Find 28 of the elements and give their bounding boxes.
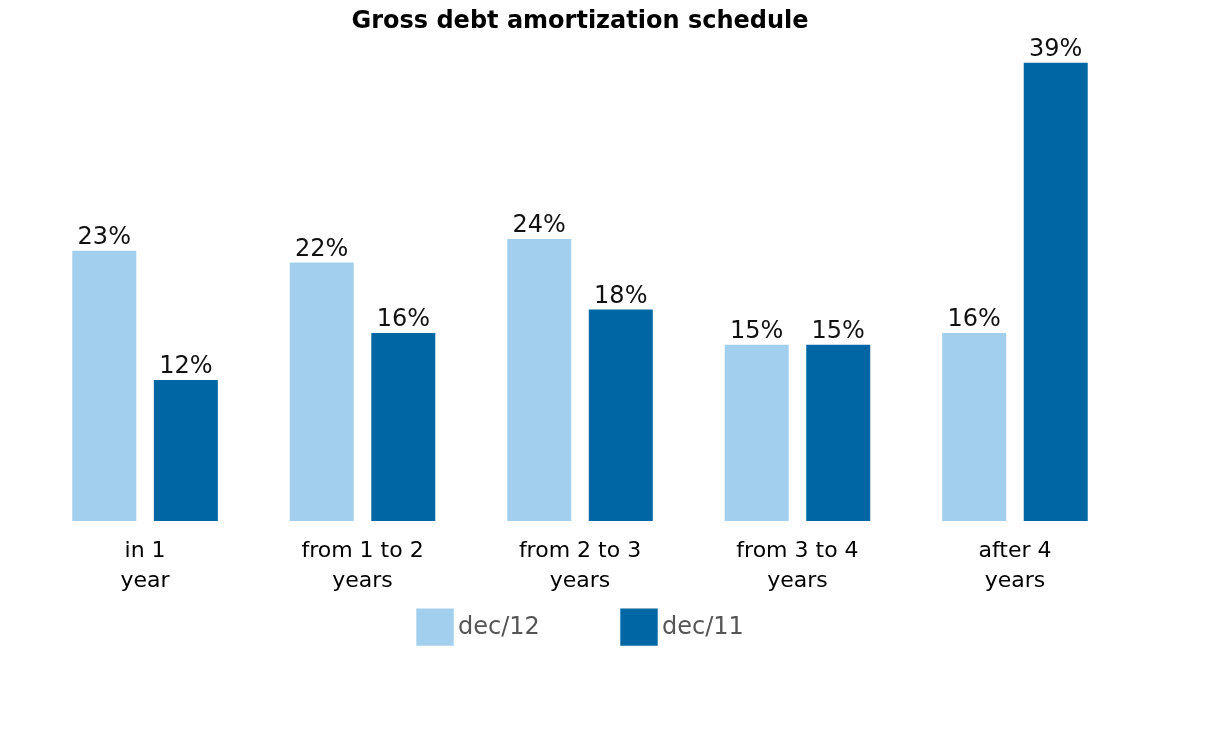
- data-label: 15%: [730, 315, 784, 344]
- data-label: 23%: [77, 221, 131, 250]
- data-label: 12%: [159, 351, 213, 379]
- data-label: 22%: [295, 233, 349, 262]
- bar: [371, 333, 436, 521]
- bar: [1023, 62, 1088, 521]
- data-label: 39%: [1029, 33, 1083, 62]
- x-tick-label: after 4 years: [978, 536, 1052, 592]
- data-label: 24%: [512, 210, 566, 238]
- bar: [588, 309, 653, 521]
- x-tick-label: from 3 to 4 years: [736, 536, 859, 592]
- x-tick-label: from 1 to 2 years: [301, 536, 424, 592]
- x-tick-label: from 2 to 3 years: [518, 536, 642, 592]
- bar: [153, 380, 218, 521]
- x-tick-label: in 1 year: [120, 536, 171, 592]
- bar: [72, 250, 137, 521]
- data-label: 16%: [376, 304, 430, 332]
- data-label: 15%: [811, 315, 865, 344]
- bar: [289, 262, 354, 521]
- bar: [507, 239, 572, 521]
- chart-title: Gross debt amortization schedule: [351, 5, 809, 34]
- legend-label: dec/12: [458, 612, 540, 641]
- data-label: 18%: [594, 280, 648, 309]
- bar: [806, 344, 871, 521]
- legend-label: dec/11: [662, 612, 744, 641]
- bar: [942, 333, 1007, 521]
- data-label: 16%: [947, 304, 1001, 332]
- bar: [724, 344, 789, 521]
